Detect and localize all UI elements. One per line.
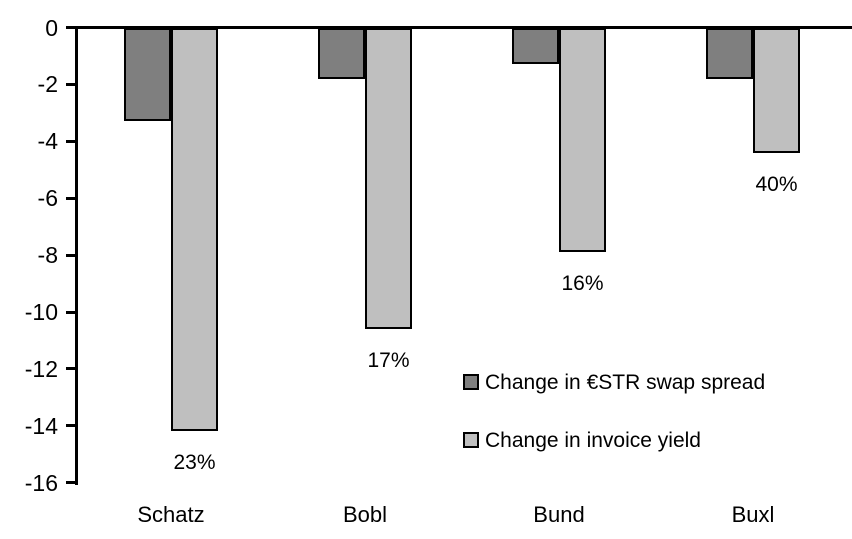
legend: Change in €STR swap spread Change in inv… <box>463 370 766 452</box>
y-axis-tick <box>66 481 77 485</box>
bar-bund-invoice-yield <box>559 27 606 253</box>
y-axis-tick <box>66 424 77 428</box>
y-tick-label: -12 <box>24 355 58 382</box>
bar-value-label: 17% <box>367 349 410 373</box>
y-tick-label: -2 <box>37 71 58 98</box>
y-tick-label: -14 <box>24 412 58 439</box>
bar-buxl-swap-spread <box>706 27 753 79</box>
y-axis-tick <box>66 196 77 200</box>
y-tick-label: -8 <box>37 242 58 269</box>
legend-label-swap-spread: Change in €STR swap spread <box>485 370 766 394</box>
category-label-bobl: Bobl <box>342 502 388 527</box>
bar-bund-swap-spread <box>512 27 559 65</box>
legend-label-invoice-yield: Change in invoice yield <box>485 428 701 452</box>
y-axis-tick <box>66 310 77 314</box>
bar-bobl-swap-spread <box>318 27 365 79</box>
bar-value-label: 16% <box>561 272 604 296</box>
bar-value-label: 40% <box>755 172 798 196</box>
bar-buxl-invoice-yield <box>753 27 800 153</box>
y-axis-tick <box>66 253 77 257</box>
y-axis-tick <box>66 82 77 86</box>
bar-schatz-invoice-yield <box>171 27 218 432</box>
bar-bobl-invoice-yield <box>365 27 412 330</box>
category-label-buxl: Buxl <box>731 502 775 527</box>
y-tick-label: 0 <box>45 14 58 41</box>
y-tick-label: -6 <box>37 185 58 212</box>
legend-item-invoice-yield: Change in invoice yield <box>463 428 765 452</box>
y-tick-label: -10 <box>24 299 58 325</box>
y-axis-tick <box>66 139 77 143</box>
y-tick-label: -16 <box>24 469 58 496</box>
y-tick-label: -4 <box>37 128 58 155</box>
y-axis-tick <box>66 367 77 371</box>
legend-swatch-invoice-yield <box>463 432 479 448</box>
bar-value-label: 23% <box>173 451 216 475</box>
legend-item-swap-spread: Change in €STR swap spread <box>463 370 766 394</box>
legend-swatch-swap-spread <box>463 374 479 390</box>
bar-schatz-swap-spread <box>124 27 171 122</box>
category-label-bund: Bund <box>533 502 585 527</box>
category-label-schatz: Schatz <box>137 502 205 527</box>
x-axis-zero-line <box>66 26 852 29</box>
